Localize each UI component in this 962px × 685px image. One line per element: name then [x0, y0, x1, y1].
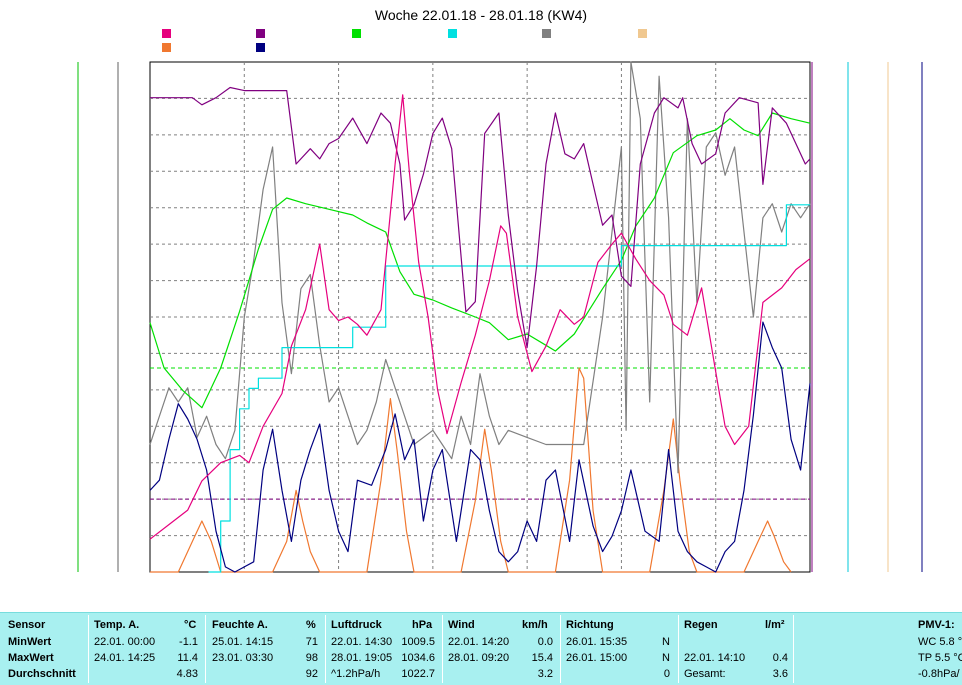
stats-humidity-unit: %	[306, 619, 316, 631]
stats-pressure-trend: ^1.2hPa/h	[331, 668, 381, 680]
stats-pressure-avg: 1022.7	[401, 668, 435, 680]
chart-title: Woche 22.01.18 - 28.01.18 (KW4)	[375, 7, 587, 23]
stats-panel: Sensor MinWert MaxWert Durchschnitt Temp…	[0, 612, 962, 685]
stats-wind-max-time: 28.01. 09:20	[448, 652, 510, 664]
series-line-feuchte-a-	[150, 86, 811, 349]
stats-rain-total-label: Gesamt:	[684, 668, 726, 680]
series-line-luftdruck	[149, 112, 811, 409]
stats-pmv-line3: -0.8hPa/	[918, 668, 960, 680]
stats-humidity-max: 98	[305, 652, 318, 664]
stats-wind-min-time: 22.01. 14:20	[448, 636, 510, 648]
stats-wind-header: Wind	[448, 619, 475, 631]
stats-temp-header: Temp. A.	[94, 619, 140, 631]
stats-pressure-min-time: 22.01. 14:30	[331, 636, 393, 648]
series-line-temp-a-	[149, 94, 811, 540]
stats-direction-avg: 0	[663, 668, 670, 680]
stats-temp-avg: 4.83	[176, 668, 198, 680]
stats-row-min: MinWert	[8, 636, 52, 648]
legend-swatch	[162, 29, 171, 38]
legend-swatch	[448, 29, 457, 38]
legend-swatch	[352, 29, 361, 38]
stats-humidity-header: Feuchte A.	[212, 619, 268, 631]
stats-wind-max: 15.4	[531, 652, 553, 664]
legend-swatch	[256, 29, 265, 38]
series-line-solar	[150, 367, 792, 573]
stats-rain-unit: l/m²	[765, 619, 785, 631]
chart-series	[149, 61, 811, 573]
stats-temp-max-time: 24.01. 14:25	[94, 652, 156, 664]
stats-pressure-max-time: 28.01. 19:05	[331, 652, 393, 664]
series-line-richtung	[149, 61, 811, 474]
stats-direction-min: N	[662, 636, 670, 648]
stats-humidity-min: 71	[305, 636, 318, 648]
stats-rain-max-time: 22.01. 14:10	[684, 652, 746, 664]
legend-swatch	[256, 43, 265, 52]
stats-temp-unit: °C	[184, 619, 197, 631]
legend-swatch	[542, 29, 551, 38]
stats-temp-min: -1.1	[179, 636, 198, 648]
stats-direction-min-time: 26.01. 15:35	[566, 636, 628, 648]
stats-pmv-header: PMV-1:	[918, 619, 955, 631]
stats-pressure-min: 1009.5	[401, 636, 435, 648]
stats-rain-total: 3.6	[772, 668, 788, 680]
stats-wind-avg: 3.2	[537, 668, 553, 680]
stats-rain-header: Regen	[684, 619, 718, 631]
stats-humidity-max-time: 23.01. 03:30	[212, 652, 274, 664]
chart-legend	[162, 29, 647, 52]
stats-sensor-header: Sensor	[8, 619, 46, 631]
stats-temp-min-time: 22.01. 00:00	[94, 636, 156, 648]
stats-direction-max-time: 26.01. 15:00	[566, 652, 628, 664]
series-line-windb-en	[149, 321, 811, 573]
stats-wind-unit: km/h	[522, 619, 548, 631]
stats-humidity-avg: 92	[305, 668, 318, 680]
chart-axes	[77, 62, 923, 572]
stats-row-avg: Durchschnitt	[8, 668, 76, 680]
stats-pressure-header: Luftdruck	[331, 619, 382, 631]
legend-swatch	[162, 43, 171, 52]
stats-pmv-line2: TP 5.5 °C	[918, 652, 962, 664]
stats-pressure-unit: hPa	[412, 619, 433, 631]
stats-pressure-max: 1034.6	[401, 652, 435, 664]
legend-swatch	[638, 29, 647, 38]
stats-humidity-min-time: 25.01. 14:15	[212, 636, 274, 648]
weather-week-chart: Woche 22.01.18 - 28.01.18 (KW4)	[77, 7, 923, 573]
stats-rain-max: 0.4	[772, 652, 788, 664]
stats-direction-header: Richtung	[566, 619, 614, 631]
stats-temp-max: 11.4	[177, 652, 198, 664]
stats-row-max: MaxWert	[8, 652, 54, 664]
series-line-regen	[208, 204, 810, 573]
stats-wind-min: 0.0	[537, 636, 553, 648]
stats-direction-max: N	[662, 652, 670, 664]
stats-pmv-line1: WC 5.8 °	[918, 636, 962, 648]
